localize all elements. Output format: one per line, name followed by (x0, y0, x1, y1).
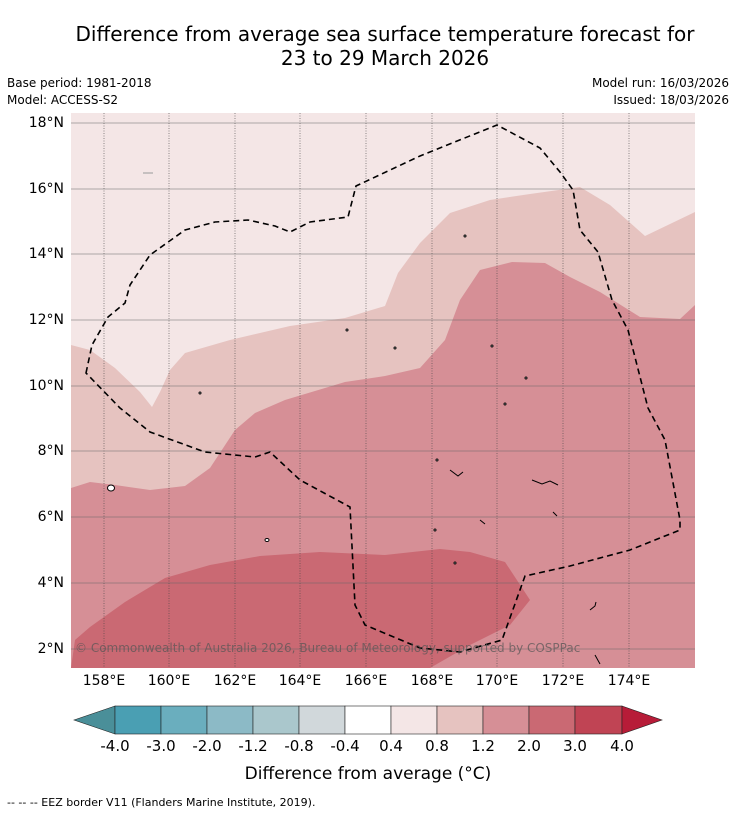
chart-title: Difference from average sea surface temp… (40, 22, 730, 70)
colorbar-swatch-11 (574, 705, 623, 735)
colorbar-swatch-1 (114, 705, 162, 735)
colorbar-tick: 4.0 (610, 737, 634, 755)
eez-footnote: -- -- -- EEZ border V11 (Flanders Marine… (7, 796, 316, 809)
latitude-lines (71, 122, 695, 650)
colorbar-extend-high (621, 705, 663, 735)
lon-label: 162°E (213, 673, 257, 689)
colorbar-swatch-2 (160, 705, 208, 735)
colorbar-swatch-7 (390, 705, 438, 735)
colorbar-tick: 3.0 (563, 737, 587, 755)
graticule (103, 113, 630, 668)
lat-label: 14°N (28, 246, 64, 262)
metadata-right: Model run: 16/03/2026 Issued: 18/03/2026 (592, 75, 729, 109)
colorbar-tick: -0.4 (330, 737, 360, 755)
issued-date: Issued: 18/03/2026 (613, 93, 729, 107)
lat-label: 8°N (37, 443, 64, 459)
eez-border (85, 124, 681, 653)
base-period: Base period: 1981-2018 (7, 76, 152, 90)
colorbar-tick: -4.0 (100, 737, 130, 755)
lon-label: 160°E (147, 673, 191, 689)
lat-label: 18°N (28, 115, 64, 131)
band-2.0-3.0 (71, 549, 530, 668)
islands (107, 172, 601, 665)
colorbar-extend-low (73, 705, 116, 735)
colorbar-tick: 2.0 (517, 737, 541, 755)
lon-label: 164°E (278, 673, 322, 689)
colorbar-tick: -1.2 (238, 737, 268, 755)
colorbar-tick: -0.8 (284, 737, 314, 755)
colorbar-swatch-4 (252, 705, 300, 735)
lat-label: 10°N (28, 378, 64, 394)
model-name: Model: ACCESS-S2 (7, 93, 119, 107)
lon-label: 174°E (607, 673, 651, 689)
lon-label: 158°E (82, 673, 126, 689)
sst-anomaly-field (71, 113, 695, 668)
lat-label: 4°N (37, 575, 64, 591)
colorbar-label: Difference from average (°C) (244, 764, 492, 784)
lat-label: 16°N (28, 181, 64, 197)
lon-label: 170°E (475, 673, 519, 689)
lat-label: 6°N (37, 509, 64, 525)
lat-label: 2°N (37, 641, 64, 657)
model-run: Model run: 16/03/2026 (591, 76, 729, 90)
colorbar-tick: 0.4 (379, 737, 403, 755)
colorbar-tick: 0.8 (425, 737, 449, 755)
colorbar-swatch-5 (298, 705, 346, 735)
copyright-notice: © Commonwealth of Australia 2026, Bureau… (75, 641, 581, 655)
lon-label: 168°E (410, 673, 454, 689)
lon-label: 172°E (541, 673, 585, 689)
lon-label: 166°E (344, 673, 388, 689)
title-line-2: 23 to 29 March 2026 (280, 46, 490, 70)
lat-label: 12°N (28, 312, 64, 328)
colorbar-tick: 1.2 (471, 737, 495, 755)
colorbar-swatch-9 (482, 705, 530, 735)
colorbar (73, 705, 663, 735)
metadata-left: Base period: 1981-2018 Model: ACCESS-S2 (7, 75, 152, 109)
colorbar-tick: -2.0 (192, 737, 222, 755)
colorbar-swatch-10 (528, 705, 576, 735)
colorbar-swatch-3 (206, 705, 254, 735)
colorbar-swatch-8 (436, 705, 484, 735)
title-line-1: Difference from average sea surface temp… (75, 22, 695, 46)
colorbar-swatch-6 (344, 705, 392, 735)
colorbar-tick: -3.0 (146, 737, 176, 755)
